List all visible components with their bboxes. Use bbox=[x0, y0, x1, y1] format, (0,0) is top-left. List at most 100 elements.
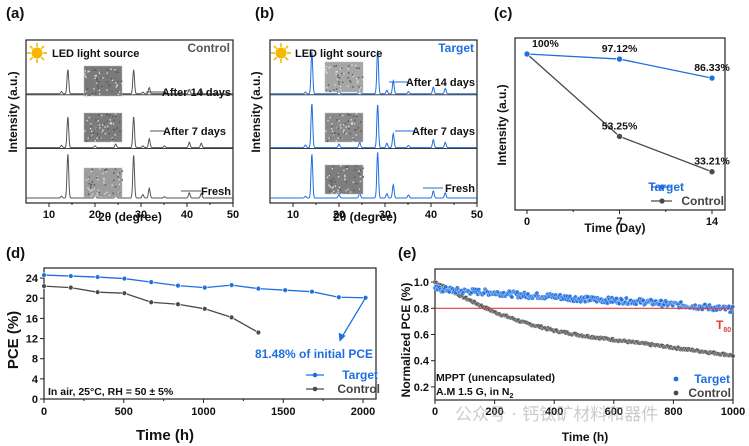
data-point bbox=[68, 273, 74, 279]
y-tick-label: 0.8 bbox=[414, 303, 429, 315]
x-tick-label: 14 bbox=[706, 216, 719, 228]
sem-grain bbox=[355, 129, 357, 131]
x-tick-label: 20 bbox=[333, 209, 345, 221]
ylabel-d: PCE (%) bbox=[5, 311, 22, 369]
sem-grain bbox=[115, 115, 117, 118]
sem-grain bbox=[113, 119, 115, 121]
arrow-shaft bbox=[341, 297, 367, 339]
sem-grain bbox=[340, 89, 342, 91]
sem-grain bbox=[353, 123, 356, 125]
data-point bbox=[509, 294, 515, 300]
sem-grain bbox=[352, 141, 354, 143]
legend-e-control: Control bbox=[688, 386, 731, 400]
sem-grain bbox=[86, 119, 88, 122]
legend-d-control: Control bbox=[337, 382, 380, 396]
sem-grain bbox=[98, 124, 101, 126]
panel-c-intensity-vs-day: 0 7 14 53.25% 33.21% 100% 97.12% 86.33% bbox=[514, 37, 730, 228]
sem-grain bbox=[105, 113, 108, 115]
sem-grain bbox=[347, 72, 350, 74]
sem-grain bbox=[112, 115, 114, 118]
sem-grain bbox=[90, 125, 92, 127]
sem-grain bbox=[335, 73, 337, 75]
sem-grain bbox=[336, 78, 339, 80]
sem-grain bbox=[95, 119, 97, 121]
sem-grain bbox=[326, 89, 328, 92]
sem-grain bbox=[116, 127, 118, 129]
sem-grain bbox=[110, 123, 112, 125]
sem-grain bbox=[118, 91, 121, 93]
sem-grain bbox=[113, 128, 115, 131]
sem-grain bbox=[85, 95, 87, 98]
plot-frame bbox=[43, 267, 377, 400]
sem-grain bbox=[111, 137, 113, 139]
sem-grain bbox=[326, 91, 328, 94]
sun-ray bbox=[284, 56, 289, 61]
sem-grain bbox=[352, 138, 355, 140]
x-tick-label: 7 bbox=[616, 216, 622, 228]
sem-grain bbox=[337, 127, 339, 129]
sem-grain bbox=[101, 114, 103, 117]
sem-grain bbox=[347, 77, 349, 79]
sem-grain bbox=[361, 76, 364, 78]
sem-grain bbox=[99, 93, 101, 95]
sem-grain bbox=[341, 67, 343, 69]
sem-grain bbox=[87, 193, 90, 195]
xlabel-a: 2θ (degree) bbox=[98, 210, 162, 224]
sem-grain bbox=[94, 140, 96, 142]
sem-grain bbox=[113, 179, 115, 182]
data-point bbox=[41, 283, 47, 289]
sem-grain bbox=[349, 191, 352, 193]
legend-marker-target bbox=[312, 372, 318, 378]
sem-grain bbox=[91, 134, 93, 136]
sem-image bbox=[324, 164, 365, 195]
sem-grain bbox=[347, 120, 349, 122]
sem-grain bbox=[329, 91, 331, 93]
sem-grain bbox=[360, 130, 362, 132]
x-tick-label: 2000 bbox=[351, 406, 375, 418]
sem-grain bbox=[88, 189, 90, 191]
data-point bbox=[68, 284, 74, 291]
sem-grain bbox=[87, 187, 89, 189]
sem-grain bbox=[350, 81, 352, 83]
sem-grain bbox=[90, 123, 92, 125]
sem-grain bbox=[93, 188, 95, 190]
sem-grain bbox=[102, 132, 105, 134]
t80-label-main: T bbox=[716, 318, 724, 332]
panel-label-c: (c) bbox=[494, 5, 512, 22]
panel-label-b: (b) bbox=[255, 5, 274, 22]
sem-grain bbox=[355, 113, 358, 115]
sem-grain bbox=[99, 196, 102, 198]
watermark: 公众号 · 钙钛矿材料和器件 bbox=[455, 405, 658, 425]
sem-grain bbox=[114, 168, 117, 170]
x-tick-label: 30 bbox=[379, 209, 391, 221]
xrd-trace-1 bbox=[26, 116, 233, 149]
data-point bbox=[228, 282, 235, 288]
panel-e-normalized-pce: 0 200 400 600 800 1000 0.2 0.4 0.6 0.8 1.0 bbox=[414, 268, 745, 418]
sem-grain bbox=[341, 72, 343, 75]
data-point bbox=[708, 74, 716, 82]
sem-grain bbox=[330, 128, 333, 130]
data-point bbox=[336, 294, 342, 300]
sem-grain bbox=[111, 90, 113, 92]
sem-image-bg bbox=[324, 112, 364, 143]
sem-grain bbox=[336, 173, 339, 176]
sem-grain bbox=[85, 93, 87, 96]
sem-image-bg bbox=[324, 164, 364, 195]
arrow-head bbox=[338, 332, 346, 342]
x-tick-label: 10 bbox=[287, 209, 299, 221]
sem-grain bbox=[87, 137, 89, 139]
x-tick-label: 0 bbox=[41, 406, 47, 418]
sem-grain bbox=[103, 123, 106, 125]
sem-grain bbox=[84, 72, 86, 75]
sem-grain bbox=[331, 181, 333, 184]
series-label-a-fresh: Fresh bbox=[201, 186, 231, 198]
sem-grain bbox=[335, 71, 337, 73]
sem-grain bbox=[345, 126, 347, 128]
data-point bbox=[255, 285, 262, 292]
sem-grain bbox=[339, 85, 342, 88]
x-tick-label: 50 bbox=[227, 209, 239, 221]
sem-image bbox=[83, 167, 124, 198]
sem-grain bbox=[104, 184, 107, 186]
sem-grain bbox=[102, 172, 104, 175]
sem-grain bbox=[334, 132, 336, 134]
